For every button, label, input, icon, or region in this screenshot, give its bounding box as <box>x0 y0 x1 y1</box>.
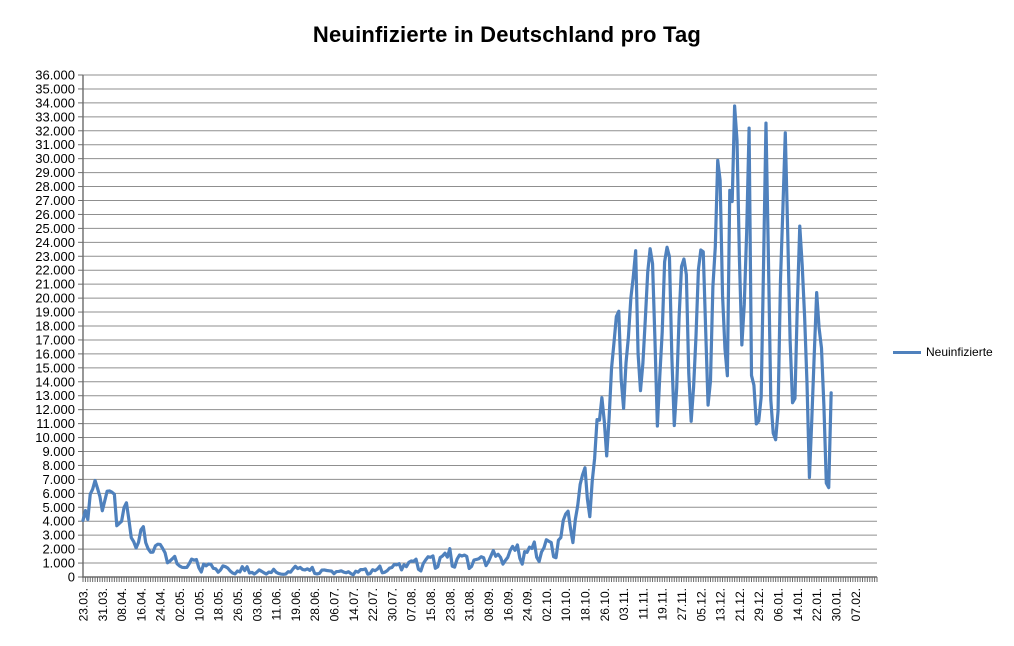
y-axis-tick-label: 13.000 <box>35 388 75 403</box>
x-axis-tick-label: 24.09. <box>521 588 535 621</box>
x-axis-tick-label: 08.04. <box>115 588 129 621</box>
x-axis-tick-label: 02.05. <box>173 588 187 621</box>
x-axis-tick-label: 23.08. <box>443 588 457 621</box>
x-axis-tick-label: 06.07. <box>327 588 341 621</box>
y-axis-tick-label: 22.000 <box>35 263 75 278</box>
legend-label: Neuinfizierte <box>926 345 993 359</box>
y-axis-tick-label: 10.000 <box>35 430 75 445</box>
x-axis-tick-label: 16.09. <box>501 588 515 621</box>
legend-line-swatch <box>893 350 921 354</box>
y-axis-tick-label: 8.000 <box>42 458 75 473</box>
y-axis-tick-label: 6.000 <box>42 486 75 501</box>
x-axis-tick-label: 29.12. <box>752 588 766 621</box>
x-axis-tick-label: 26.05. <box>231 588 245 621</box>
y-axis-tick-label: 24.000 <box>35 235 75 250</box>
x-axis-tick-label: 15.08. <box>424 588 438 621</box>
x-axis-tick-label: 07.08. <box>405 588 419 621</box>
series-line-neuinfizierte <box>81 104 833 577</box>
chart-title: Neuinfizierte in Deutschland pro Tag <box>312 22 702 47</box>
x-axis-tick-label: 22.01. <box>810 588 824 621</box>
x-axis-tick-label: 06.01. <box>772 588 786 621</box>
y-axis-tick-label: 19.000 <box>35 305 75 320</box>
y-axis-tick-label: 4.000 <box>42 514 75 529</box>
x-axis-tick-label: 30.07. <box>385 588 399 621</box>
y-axis-tick-label: 32.000 <box>35 123 75 138</box>
x-axis-tick-label: 26.10. <box>598 588 612 621</box>
y-axis-tick-label: 15.000 <box>35 360 75 375</box>
x-axis-tick-label: 03.11. <box>617 588 631 620</box>
x-axis-tick-label: 10.05. <box>192 588 206 621</box>
x-axis-tick-label: 31.08. <box>463 588 477 621</box>
y-axis-tick-label: 26.000 <box>35 207 75 222</box>
y-axis-tick-label: 0 <box>68 570 75 585</box>
y-axis-tick-label: 7.000 <box>42 472 75 487</box>
x-axis-tick-label: 16.04. <box>134 588 148 621</box>
x-axis-tick-label: 27.11. <box>675 588 689 620</box>
y-axis-tick-label: 11.000 <box>36 416 75 431</box>
x-axis-tick-label: 22.07. <box>366 588 380 621</box>
x-axis-tick-label: 28.06. <box>308 588 322 621</box>
x-axis-tick-label: 19.11. <box>656 588 670 620</box>
x-axis-tick-label: 30.01. <box>829 588 843 621</box>
y-axis-tick-label: 25.000 <box>35 221 75 236</box>
y-axis-tick-label: 17.000 <box>35 332 75 347</box>
y-axis-tick-label: 14.000 <box>35 374 75 389</box>
y-axis-tick-label: 30.000 <box>35 151 75 166</box>
x-axis-tick-label: 18.10. <box>578 588 592 621</box>
x-axis-tick-label: 03.06. <box>250 588 264 621</box>
y-axis-tick-label: 3.000 <box>42 528 75 543</box>
x-axis-tick-label: 23.03. <box>77 588 91 621</box>
y-axis-tick-label: 34.000 <box>35 95 75 110</box>
y-axis-tick-label: 1.000 <box>42 556 75 571</box>
x-axis-tick-label: 18.05. <box>212 588 226 621</box>
y-axis-tick-label: 23.000 <box>35 249 75 264</box>
y-axis-tick-label: 21.000 <box>35 277 75 292</box>
x-axis-tick-label: 08.09. <box>482 588 496 621</box>
y-axis-tick-label: 20.000 <box>35 291 75 306</box>
y-axis-tick-label: 9.000 <box>42 444 75 459</box>
y-axis-tick-label: 5.000 <box>42 500 75 515</box>
y-axis-tick-label: 27.000 <box>35 193 75 208</box>
x-axis-tick-label: 11.06. <box>270 588 284 620</box>
y-axis-tick-label: 12.000 <box>35 402 75 417</box>
x-axis-tick-label: 11.11. <box>636 588 650 620</box>
legend: Neuinfizierte <box>893 345 993 359</box>
y-axis-tick-label: 18.000 <box>35 319 75 334</box>
x-axis-tick-label: 21.12. <box>733 588 747 621</box>
x-axis-tick-label: 05.12. <box>694 588 708 621</box>
y-axis-tick-label: 28.000 <box>35 179 75 194</box>
y-axis-tick-label: 36.000 <box>35 68 75 83</box>
x-axis-tick-label: 24.04. <box>154 588 168 621</box>
x-axis-tick-label: 31.03. <box>96 588 110 621</box>
y-axis-tick-label: 29.000 <box>35 165 75 180</box>
x-axis-tick-label: 14.07. <box>347 588 361 621</box>
y-axis-tick-label: 31.000 <box>35 137 75 152</box>
x-axis-tick-label: 07.02. <box>849 588 863 621</box>
y-axis-tick-label: 16.000 <box>35 346 75 361</box>
y-axis-tick-label: 2.000 <box>42 542 75 557</box>
x-axis-tick-label: 19.06. <box>289 588 303 621</box>
x-axis-tick-label: 14.01. <box>791 588 805 621</box>
x-axis-tick-label: 02.10. <box>540 588 554 621</box>
x-axis-tick-label: 10.10. <box>559 588 573 621</box>
x-axis-tick-label: 13.12. <box>714 588 728 621</box>
y-axis-tick-label: 35.000 <box>35 81 75 96</box>
y-axis-tick-label: 33.000 <box>35 109 75 124</box>
